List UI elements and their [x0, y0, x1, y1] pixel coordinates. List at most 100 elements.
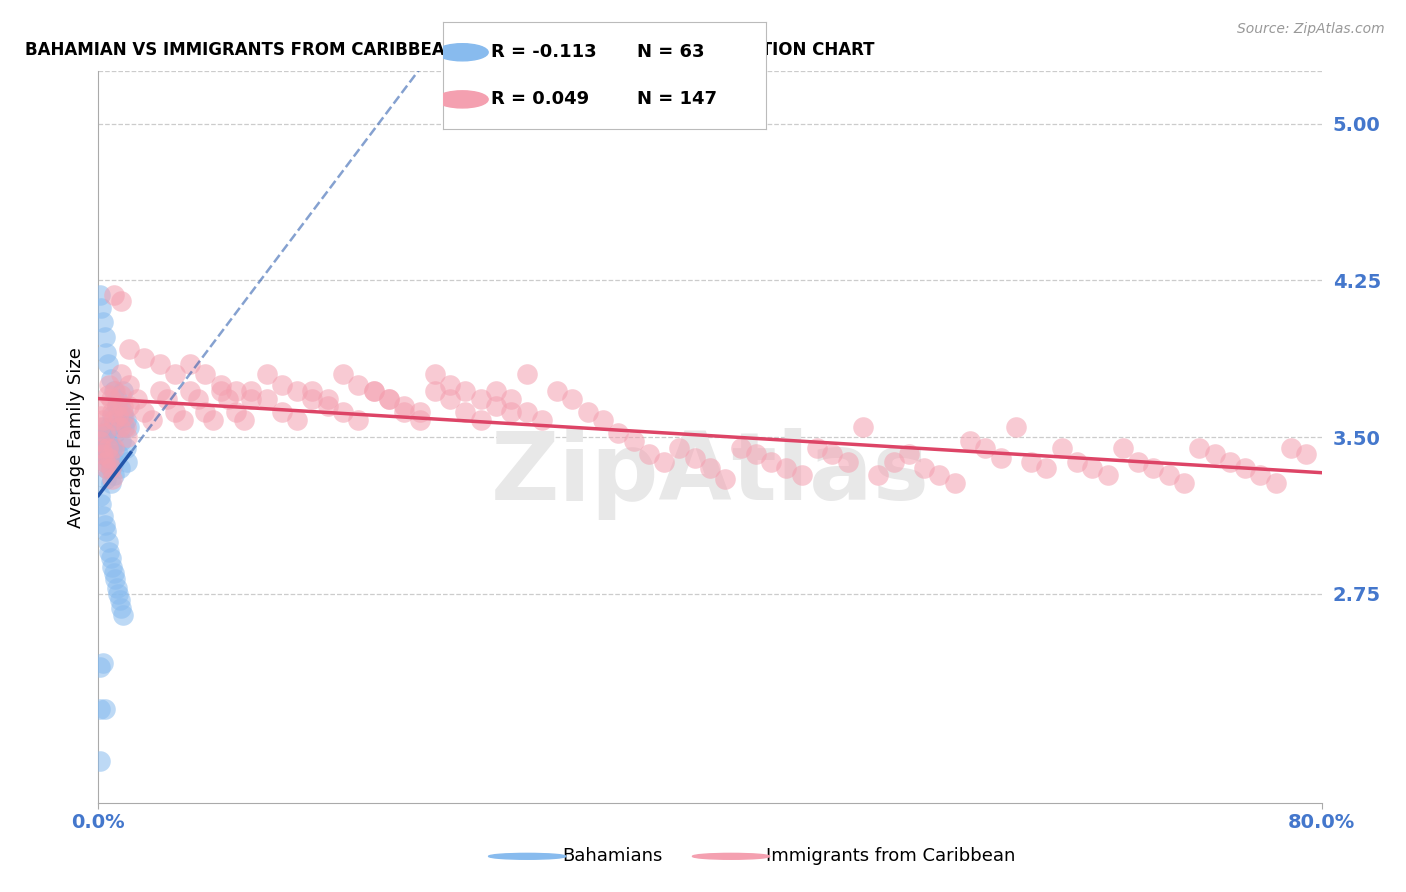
Point	[179, 384, 201, 398]
Point	[530, 413, 553, 427]
Point	[149, 384, 172, 398]
Point	[100, 551, 122, 566]
Point	[1128, 455, 1150, 469]
Point	[316, 392, 339, 407]
Point	[89, 288, 111, 302]
Point	[101, 559, 124, 574]
Point	[363, 384, 385, 398]
Point	[93, 517, 115, 532]
Point	[240, 384, 263, 398]
Point	[108, 399, 131, 413]
Point	[363, 384, 385, 398]
Point	[501, 392, 523, 407]
Point	[408, 413, 430, 427]
Point	[98, 419, 121, 434]
Point	[90, 409, 112, 424]
Point	[110, 601, 132, 615]
Point	[112, 419, 135, 434]
Point	[111, 405, 134, 419]
Point	[91, 447, 114, 461]
Text: BAHAMIAN VS IMMIGRANTS FROM CARIBBEAN AVERAGE FAMILY SIZE CORRELATION CHART: BAHAMIAN VS IMMIGRANTS FROM CARIBBEAN AV…	[25, 41, 875, 59]
Point	[730, 441, 752, 455]
Point	[94, 524, 117, 538]
Point	[93, 455, 115, 469]
Text: R = -0.113: R = -0.113	[492, 44, 598, 62]
Point	[111, 399, 134, 413]
Point	[217, 392, 239, 407]
Text: Bahamians: Bahamians	[562, 847, 662, 865]
Text: ZipAtlas: ZipAtlas	[491, 427, 929, 520]
Point	[332, 405, 354, 419]
Point	[821, 447, 844, 461]
Point	[163, 405, 186, 419]
Point	[561, 392, 583, 407]
Point	[104, 384, 127, 398]
Point	[378, 392, 401, 407]
Point	[107, 447, 129, 461]
Point	[91, 509, 114, 524]
Point	[93, 330, 115, 344]
Circle shape	[693, 854, 770, 859]
Point	[897, 447, 920, 461]
Point	[209, 384, 232, 398]
Point	[470, 413, 492, 427]
Text: N = 147: N = 147	[637, 90, 717, 108]
Point	[141, 413, 163, 427]
Point	[89, 489, 111, 503]
Point	[775, 461, 797, 475]
Point	[117, 430, 139, 444]
Point	[485, 399, 508, 413]
Point	[423, 384, 446, 398]
Point	[94, 461, 117, 475]
Point	[111, 607, 134, 622]
Point	[100, 476, 122, 491]
Point	[1219, 455, 1241, 469]
Point	[125, 392, 148, 407]
Point	[111, 409, 134, 424]
Point	[118, 343, 141, 357]
Point	[91, 413, 114, 427]
Point	[108, 593, 131, 607]
Point	[332, 368, 354, 382]
Point	[98, 545, 121, 559]
Point	[454, 405, 477, 419]
Point	[187, 392, 209, 407]
Point	[668, 441, 690, 455]
Text: Immigrants from Caribbean: Immigrants from Caribbean	[766, 847, 1015, 865]
Point	[89, 442, 111, 457]
Point	[592, 413, 614, 427]
Point	[576, 405, 599, 419]
Point	[107, 587, 129, 601]
Point	[100, 371, 122, 385]
Point	[93, 425, 115, 440]
Point	[194, 368, 217, 382]
Point	[91, 434, 114, 449]
Point	[1173, 476, 1195, 491]
Point	[98, 450, 121, 465]
Point	[118, 419, 141, 434]
Point	[89, 702, 111, 716]
Point	[94, 399, 117, 413]
Point	[97, 434, 120, 449]
Point	[1157, 467, 1180, 482]
Point	[1081, 461, 1104, 475]
Point	[607, 425, 630, 440]
Point	[1142, 461, 1164, 475]
Point	[110, 434, 132, 449]
Point	[1004, 419, 1026, 434]
Point	[912, 461, 935, 475]
Point	[172, 413, 194, 427]
Point	[1035, 461, 1057, 475]
Point	[959, 434, 981, 449]
Point	[837, 455, 859, 469]
Point	[103, 288, 125, 302]
Point	[100, 461, 122, 475]
Point	[408, 405, 430, 419]
Point	[501, 405, 523, 419]
Point	[745, 447, 768, 461]
Circle shape	[489, 854, 565, 859]
Point	[439, 377, 461, 392]
Point	[316, 399, 339, 413]
Point	[1264, 476, 1286, 491]
Point	[790, 467, 813, 482]
